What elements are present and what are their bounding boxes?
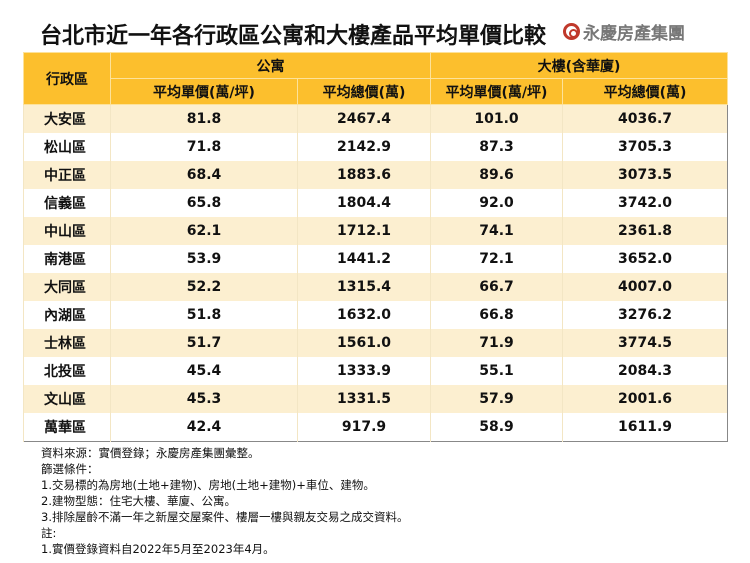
value-cell: 57.9 xyxy=(430,385,563,413)
value-cell: 3742.0 xyxy=(561,189,728,217)
value-cell: 92.0 xyxy=(430,189,563,217)
group-header-building: 大樓(含華廈) xyxy=(429,52,729,79)
value-cell: 3073.5 xyxy=(561,161,728,189)
table-row: 松山區 71.8 2142.9 87.3 3705.3 xyxy=(23,133,728,161)
logo-text: 永慶房產集團 xyxy=(583,24,685,44)
value-cell: 65.8 xyxy=(110,189,298,217)
note-line: 1.實價登錄資料自2022年5月至2023年4月。 xyxy=(41,542,275,556)
district-cell: 大安區 xyxy=(23,104,111,133)
district-cell: 中山區 xyxy=(23,217,111,245)
district-cell: 南港區 xyxy=(23,245,111,273)
district-cell: 士林區 xyxy=(23,329,111,357)
value-cell: 81.8 xyxy=(110,104,298,133)
value-cell: 2084.3 xyxy=(561,357,728,385)
table-row: 信義區 65.8 1804.4 92.0 3742.0 xyxy=(23,189,728,217)
brand-logo: 永慶房產集團 xyxy=(563,19,685,44)
district-cell: 北投區 xyxy=(23,357,111,385)
value-cell: 66.7 xyxy=(430,273,563,301)
district-cell: 文山區 xyxy=(23,385,111,413)
value-cell: 3705.3 xyxy=(561,133,728,161)
note-line: 2.建物型態：住宅大樓、華廈、公寓。 xyxy=(41,494,236,508)
col-header: 平均總價(萬) xyxy=(561,78,729,105)
value-cell: 89.6 xyxy=(430,161,563,189)
value-cell: 2001.6 xyxy=(561,385,728,413)
table-row: 大安區 81.8 2467.4 101.0 4036.7 xyxy=(23,104,728,133)
value-cell: 1561.0 xyxy=(297,329,431,357)
value-cell: 1611.9 xyxy=(561,413,728,442)
value-cell: 87.3 xyxy=(430,133,563,161)
value-cell: 1331.5 xyxy=(297,385,431,413)
table-row: 中山區 62.1 1712.1 74.1 2361.8 xyxy=(23,217,728,245)
value-cell: 2467.4 xyxy=(297,104,431,133)
value-cell: 4007.0 xyxy=(561,273,728,301)
district-cell: 內湖區 xyxy=(23,301,111,329)
value-cell: 3774.5 xyxy=(561,329,728,357)
value-cell: 74.1 xyxy=(430,217,563,245)
logo-icon xyxy=(563,23,580,40)
value-cell: 2142.9 xyxy=(297,133,431,161)
note-line: 篩選條件： xyxy=(41,462,99,476)
value-cell: 58.9 xyxy=(430,413,563,442)
value-cell: 45.3 xyxy=(110,385,298,413)
district-cell: 大同區 xyxy=(23,273,111,301)
value-cell: 1632.0 xyxy=(297,301,431,329)
value-cell: 1333.9 xyxy=(297,357,431,385)
value-cell: 45.4 xyxy=(110,357,298,385)
page-title: 台北市近一年各行政區公寓和大樓產品平均單價比較 xyxy=(40,24,547,49)
value-cell: 4036.7 xyxy=(561,104,728,133)
value-cell: 2361.8 xyxy=(561,217,728,245)
district-cell: 松山區 xyxy=(23,133,111,161)
footnotes: 資料來源：實價登錄；永慶房產集團彙整。 篩選條件： 1.交易標的為房地(土地+建物)… xyxy=(41,445,408,557)
table-row: 大同區 52.2 1315.4 66.7 4007.0 xyxy=(23,273,728,301)
table-row: 南港區 53.9 1441.2 72.1 3652.0 xyxy=(23,245,728,273)
table-row: 文山區 45.3 1331.5 57.9 2001.6 xyxy=(23,385,728,413)
col-header: 平均單價(萬/坪) xyxy=(110,78,298,105)
table-row: 萬華區 42.4 917.9 58.9 1611.9 xyxy=(23,413,728,442)
value-cell: 1883.6 xyxy=(297,161,431,189)
value-cell: 3652.0 xyxy=(561,245,728,273)
group-header-apartment: 公寓 xyxy=(110,52,431,79)
value-cell: 51.7 xyxy=(110,329,298,357)
value-cell: 1315.4 xyxy=(297,273,431,301)
value-cell: 917.9 xyxy=(297,413,431,442)
value-cell: 42.4 xyxy=(110,413,298,442)
value-cell: 1712.1 xyxy=(297,217,431,245)
value-cell: 1804.4 xyxy=(297,189,431,217)
table-row: 士林區 51.7 1561.0 71.9 3774.5 xyxy=(23,329,728,357)
value-cell: 71.9 xyxy=(430,329,563,357)
value-cell: 71.8 xyxy=(110,133,298,161)
value-cell: 101.0 xyxy=(430,104,563,133)
value-cell: 1441.2 xyxy=(297,245,431,273)
value-cell: 68.4 xyxy=(110,161,298,189)
value-cell: 3276.2 xyxy=(561,301,728,329)
note-line: 1.交易標的為房地(土地+建物)、房地(土地+建物)+車位、建物。 xyxy=(41,478,375,492)
district-cell: 信義區 xyxy=(23,189,111,217)
district-header: 行政區 xyxy=(23,52,111,105)
note-line: 註: xyxy=(41,526,57,540)
district-cell: 中正區 xyxy=(23,161,111,189)
table-row: 中正區 68.4 1883.6 89.6 3073.5 xyxy=(23,161,728,189)
table-row: 北投區 45.4 1333.9 55.1 2084.3 xyxy=(23,357,728,385)
district-cell: 萬華區 xyxy=(23,413,111,442)
note-line: 資料來源：實價登錄；永慶房產集團彙整。 xyxy=(41,446,260,460)
value-cell: 51.8 xyxy=(110,301,298,329)
col-header: 平均總價(萬) xyxy=(297,78,431,105)
value-cell: 66.8 xyxy=(430,301,563,329)
value-cell: 62.1 xyxy=(110,217,298,245)
value-cell: 52.2 xyxy=(110,273,298,301)
value-cell: 72.1 xyxy=(430,245,563,273)
table-row: 內湖區 51.8 1632.0 66.8 3276.2 xyxy=(23,301,728,329)
value-cell: 55.1 xyxy=(430,357,563,385)
price-comparison-table: 行政區 公寓 大樓(含華廈) 平均單價(萬/坪) 平均總價(萬) 平均單價(萬/… xyxy=(23,52,729,442)
col-header: 平均單價(萬/坪) xyxy=(430,78,563,105)
note-line: 3.排除屋齡不滿一年之新屋交屋案件、樓層一樓與親友交易之成交資料。 xyxy=(41,510,409,524)
value-cell: 53.9 xyxy=(110,245,298,273)
